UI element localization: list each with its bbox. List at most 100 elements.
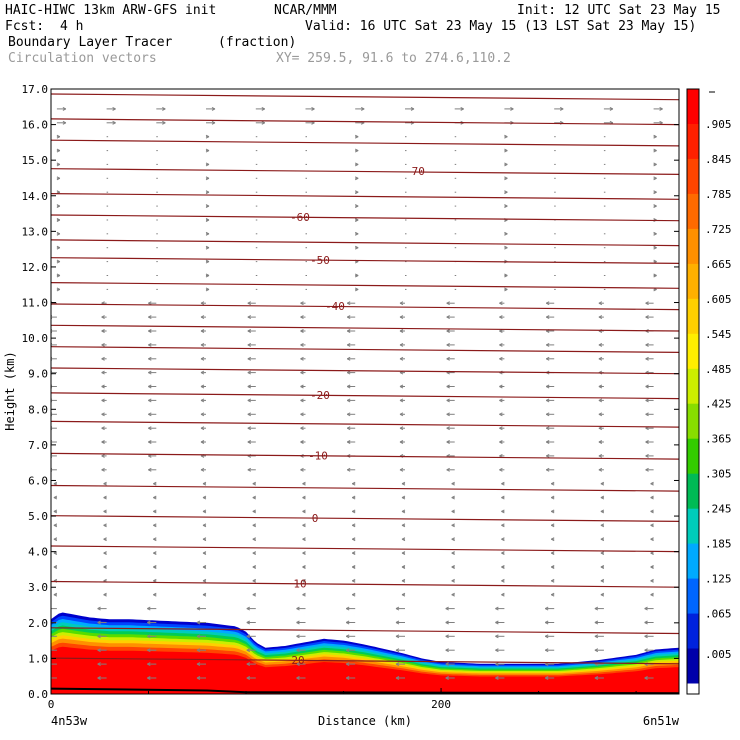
- circulation-vector-head: [401, 537, 406, 542]
- circulation-vector-head: [196, 634, 201, 639]
- circulation-vector-head: [451, 578, 455, 583]
- circulation-vector-head: [153, 565, 157, 569]
- circulation-vector-head: [354, 190, 359, 195]
- circulation-vector-head: [101, 370, 105, 375]
- circulation-vector-head: [205, 162, 210, 167]
- circulation-vector-head: [346, 315, 351, 320]
- isotherm-line: [51, 627, 679, 635]
- y-tick-label: 16.0: [22, 119, 49, 132]
- circulation-vector-head: [650, 481, 654, 486]
- circulation-vector-head: [148, 440, 152, 444]
- circulation-vector-head: [53, 495, 58, 500]
- circulation-vector-head: [504, 162, 508, 167]
- circulation-vector-head: [302, 509, 306, 514]
- circulation-vector-head: [499, 467, 503, 472]
- circulation-vector-head: [252, 578, 257, 583]
- circulation-vector-head: [200, 426, 205, 431]
- circulation-vector-head: [97, 662, 101, 667]
- circulation-vector-head: [56, 204, 61, 209]
- circulation-vector-head: [101, 467, 105, 472]
- circulation-vector-head: [645, 412, 649, 417]
- circulation-vector-head: [300, 356, 304, 361]
- circulation-vector-head: [302, 481, 306, 486]
- circulation-vector-head: [399, 467, 404, 472]
- circulation-vector-head: [202, 578, 207, 583]
- isotherm-label: -50: [310, 254, 330, 267]
- circulation-vector-head: [504, 148, 508, 153]
- circulation-vector-head: [247, 315, 252, 320]
- colorbar-label: .845: [705, 153, 732, 166]
- circulation-vector-head: [399, 301, 404, 306]
- circulation-vector-head: [247, 356, 252, 361]
- circulation-vector-head: [311, 106, 315, 111]
- circulation-vector-head: [103, 592, 107, 597]
- circulation-vector-head: [56, 287, 61, 292]
- isotherm-label: -10: [308, 450, 328, 463]
- x-tick-label: 200: [431, 698, 451, 711]
- circulation-vector-head: [559, 106, 564, 111]
- circulation-vector-head: [351, 578, 356, 583]
- circulation-vector-head: [401, 495, 406, 500]
- y-tick-label: 17.0: [22, 83, 49, 96]
- circulation-vector-head: [545, 342, 550, 347]
- circulation-vector-head: [609, 106, 614, 111]
- circulation-vector-head: [600, 509, 605, 514]
- source-label: NCAR/MMM: [274, 3, 337, 18]
- circulation-vector-head: [300, 315, 304, 320]
- circulation-vector-head: [103, 551, 107, 556]
- circulation-vector-head: [504, 273, 508, 278]
- isotherm-line: [51, 346, 679, 353]
- circulation-vector-head: [205, 190, 210, 195]
- circulation-vector-head: [252, 523, 257, 528]
- circulation-vector-head: [354, 287, 359, 292]
- circulation-vector-head: [644, 620, 648, 625]
- circulation-vector-head: [261, 120, 266, 125]
- circulation-vector-head: [600, 481, 605, 486]
- circulation-vector-head: [446, 315, 450, 320]
- circulation-vector-head: [445, 676, 449, 680]
- circulation-vector-head: [147, 676, 151, 680]
- isotherm-line: [51, 257, 679, 264]
- circulation-vector-head: [446, 440, 450, 444]
- circulation-vector-head: [300, 426, 304, 431]
- circulation-vector-head: [395, 606, 400, 611]
- isotherm-line: [51, 580, 679, 588]
- circulation-vector-head: [296, 648, 300, 653]
- y-tick-label: 11.0: [22, 297, 49, 310]
- isotherm-line: [51, 168, 679, 175]
- circulation-vector-head: [53, 509, 58, 514]
- y-tick-label: 12.0: [22, 261, 49, 274]
- circulation-vector-head: [101, 398, 105, 403]
- circulation-vector-head: [650, 523, 654, 528]
- colorbar-swatch: [687, 508, 699, 545]
- circulation-vector-head: [645, 453, 649, 458]
- circulation-vector-head: [594, 620, 599, 625]
- circulation-vector-head: [650, 565, 654, 569]
- circulation-vector-head: [56, 259, 61, 264]
- circulation-vector-head: [202, 565, 207, 569]
- isotherm-line: [51, 452, 679, 460]
- circulation-vector-head: [354, 204, 359, 209]
- circulation-vector-head: [653, 204, 657, 209]
- circulation-vector-head: [499, 342, 503, 347]
- circulation-vector-head: [653, 190, 657, 195]
- circulation-vector-head: [360, 106, 365, 111]
- circulation-vector-head: [451, 551, 455, 556]
- circulation-vector-head: [247, 412, 252, 417]
- circulation-vector-head: [346, 440, 351, 444]
- circulation-vector-head: [545, 467, 550, 472]
- right-endpoint-label: 6n51w: [643, 714, 680, 728]
- forecast-hour: 4 h: [60, 19, 84, 34]
- terrain-line: [51, 687, 679, 694]
- y-tick-label: 13.0: [22, 225, 49, 238]
- circulation-vector-head: [252, 565, 257, 569]
- circulation-vector-head: [501, 592, 505, 597]
- circulation-vector-head: [200, 315, 205, 320]
- circulation-vector-head: [399, 384, 404, 389]
- y-tick-label: 8.0: [28, 403, 48, 416]
- circulation-vector-head: [445, 648, 449, 653]
- circulation-vector-head: [645, 467, 649, 472]
- circulation-vector-head: [101, 342, 105, 347]
- circulation-vector-head: [445, 662, 449, 667]
- vector-field-label: Circulation vectors: [8, 51, 157, 66]
